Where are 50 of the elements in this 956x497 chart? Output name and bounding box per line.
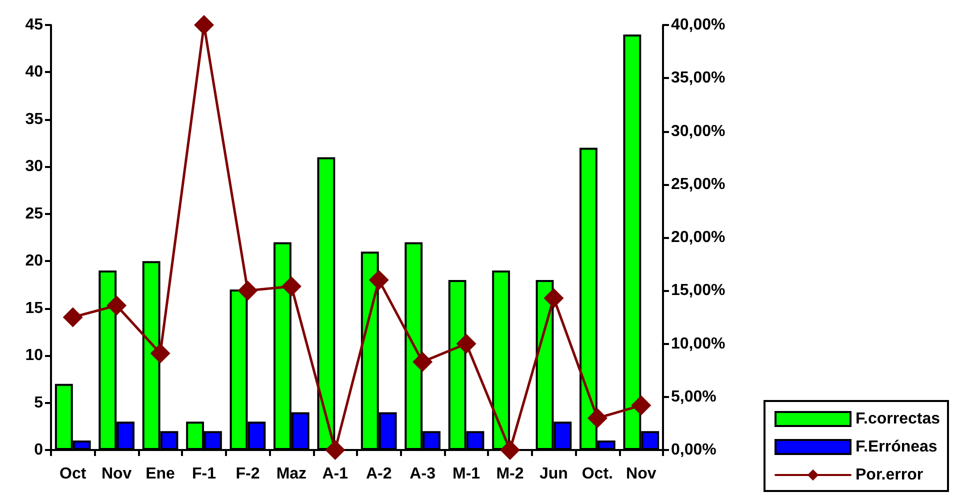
y-tick-label: 5 — [34, 394, 44, 412]
y-tick-label: 45 — [25, 16, 44, 34]
x-tick-label: M-1 — [452, 466, 480, 482]
y2-tick-label: 40,00% — [671, 16, 726, 34]
x-tick-label: Maz — [276, 466, 307, 482]
y-tick-label: 15 — [25, 300, 44, 317]
y2-tick-label: 25,00% — [671, 176, 726, 193]
y2-tick-label: 35,00% — [671, 70, 726, 87]
y-tick-label: 25 — [25, 205, 44, 222]
y2-tick-label: 5,00% — [671, 388, 716, 406]
point — [412, 352, 433, 372]
y2-tick-label: 30,00% — [671, 122, 726, 140]
y-tick-label: 35 — [25, 110, 44, 128]
x-tick-label: Nov — [101, 466, 132, 482]
point — [587, 408, 608, 428]
x-tick-label: A-3 — [410, 466, 436, 482]
x-tick-label: Ene — [146, 466, 176, 482]
x-tick-label: A-2 — [366, 466, 392, 482]
y2-tick-label: 20,00% — [671, 229, 726, 246]
point — [106, 296, 127, 316]
y2-tick-label: 0,00% — [671, 442, 716, 458]
y-tick-label: 0 — [34, 442, 44, 458]
point — [325, 440, 346, 460]
y-tick-label: 20 — [25, 252, 44, 270]
y-tick-label: 10 — [25, 347, 44, 364]
point — [544, 288, 564, 308]
x-tick-label: Nov — [626, 466, 656, 482]
x-tick-label: A-1 — [322, 466, 348, 482]
x-tick-label: F-1 — [192, 466, 216, 482]
legend-label: F.correctas — [856, 410, 940, 428]
y2-tick-label: 15,00% — [671, 282, 726, 300]
point — [194, 15, 214, 35]
x-tick-label: M-2 — [496, 466, 524, 482]
point — [456, 334, 476, 354]
point — [281, 276, 302, 296]
legend-label: F.Erróneas — [856, 438, 938, 456]
y2-tick-label: 10,00% — [671, 335, 726, 352]
x-tick-label: F-2 — [236, 466, 260, 482]
x-tick-label: Jun — [539, 466, 568, 482]
legend-label: Por.error — [856, 466, 924, 484]
x-tick-label: Oct. — [582, 466, 613, 482]
point — [631, 395, 652, 416]
point — [150, 343, 170, 364]
y-tick-label: 40 — [25, 64, 44, 81]
point — [62, 307, 83, 328]
point — [368, 270, 389, 290]
point — [500, 440, 520, 460]
x-tick-label: Oct — [60, 466, 87, 482]
point — [238, 280, 258, 301]
y-tick-label: 30 — [25, 158, 44, 176]
